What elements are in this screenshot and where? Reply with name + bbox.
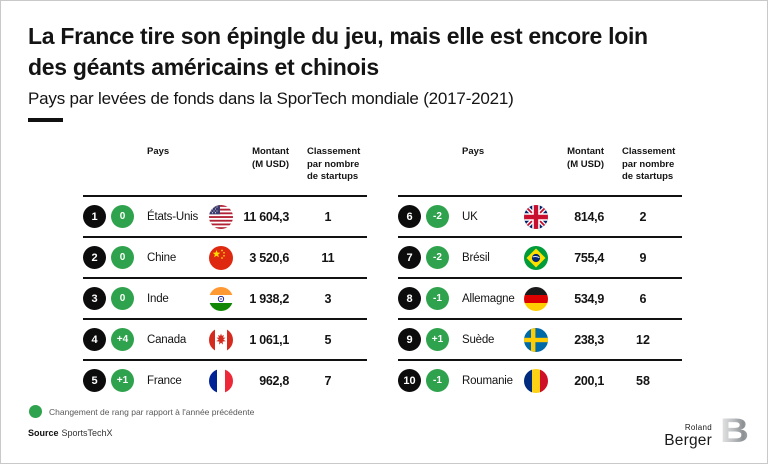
column-header-montant: Montant (M USD) xyxy=(252,146,289,170)
startup-rank-value: 11 xyxy=(321,250,335,265)
source-word: Source xyxy=(28,428,59,438)
rank-change-badge: -2 xyxy=(426,205,449,228)
column-header-classement: Classement par nombre de startups xyxy=(307,146,361,182)
ranking-table-6-10: Pays Montant (M USD) Classement par nomb… xyxy=(398,146,682,400)
legend: Changement de rang par rapport à l'année… xyxy=(29,405,254,418)
rank-change-badge: +1 xyxy=(111,369,134,392)
country-label: Chine xyxy=(147,251,177,264)
rank-badge: 4 xyxy=(83,328,106,351)
logo-text-roland: Roland xyxy=(684,422,712,432)
table-row: 6 -2 UK 814,6 2 xyxy=(398,197,682,236)
table-header: Pays Montant (M USD) Classement par nomb… xyxy=(83,146,367,195)
rank-badge: 3 xyxy=(83,287,106,310)
startup-rank-value: 6 xyxy=(639,291,647,306)
startup-rank-value: 3 xyxy=(324,291,332,306)
page-subtitle: Pays par levées de fonds dans la SporTec… xyxy=(28,89,514,108)
us-flag-icon xyxy=(209,204,233,229)
table-row: 9 +1 Suède 238,3 12 xyxy=(398,318,682,359)
column-header-pays: Pays xyxy=(462,146,485,157)
svg-text:B: B xyxy=(720,414,749,445)
rank-change-badge: 0 xyxy=(111,287,134,310)
france-flag-icon xyxy=(209,368,233,393)
rank-badge: 9 xyxy=(398,328,421,351)
startup-rank-value: 1 xyxy=(324,209,332,224)
rank-change-badge: +1 xyxy=(426,328,449,351)
title-line-2: des géants américains et chinois xyxy=(28,54,379,80)
country-label: Allemagne xyxy=(462,292,515,305)
india-flag-icon xyxy=(209,286,233,311)
rank-change-badge: 0 xyxy=(111,246,134,269)
logo-text-berger: Berger xyxy=(664,431,712,449)
country-label: UK xyxy=(462,210,478,223)
uk-flag-icon xyxy=(524,204,548,229)
amount-value: 755,4 xyxy=(574,250,604,265)
country-label: Canada xyxy=(147,333,187,346)
startup-rank-value: 58 xyxy=(636,373,650,388)
table-row: 5 +1 France 962,8 7 xyxy=(83,359,367,400)
source-value: SportsTechX xyxy=(61,428,113,438)
amount-value: 814,6 xyxy=(574,209,604,224)
column-header-classement: Classement par nombre de startups xyxy=(622,146,676,182)
amount-value: 1 061,1 xyxy=(249,332,289,347)
canada-flag-icon xyxy=(209,327,233,352)
table-row: 2 0 Chine 3 520,6 11 xyxy=(83,236,367,277)
rank-change-badge: 0 xyxy=(111,205,134,228)
country-label: États-Unis xyxy=(147,210,199,223)
country-label: Roumanie xyxy=(462,374,513,387)
source-note: Source SportsTechX xyxy=(28,428,113,438)
rank-change-badge: -1 xyxy=(426,369,449,392)
sweden-flag-icon xyxy=(524,327,548,352)
amount-value: 534,9 xyxy=(574,291,604,306)
legend-label: Changement de rang par rapport à l'année… xyxy=(49,406,255,417)
table-row: 1 0 États-Unis 11 604,3 1 xyxy=(83,197,367,236)
china-flag-icon xyxy=(209,245,233,270)
rank-badge: 6 xyxy=(398,205,421,228)
roland-berger-logo: Roland Berger B xyxy=(664,412,750,450)
romania-flag-icon xyxy=(524,368,548,393)
amount-value: 11 604,3 xyxy=(243,209,289,224)
rank-change-badge: -2 xyxy=(426,246,449,269)
rank-change-badge: -1 xyxy=(426,287,449,310)
column-header-montant: Montant (M USD) xyxy=(567,146,604,170)
country-label: Suède xyxy=(462,333,495,346)
rank-badge: 7 xyxy=(398,246,421,269)
table-row: 7 -2 Brésil 755,4 9 xyxy=(398,236,682,277)
page-title: La France tire son épingle du jeu, mais … xyxy=(28,21,648,83)
amount-value: 1 938,2 xyxy=(249,291,289,306)
amount-value: 238,3 xyxy=(574,332,604,347)
title-divider xyxy=(28,118,63,122)
ranking-table-1-5: Pays Montant (M USD) Classement par nomb… xyxy=(83,146,367,400)
rank-badge: 5 xyxy=(83,369,106,392)
country-label: France xyxy=(147,374,182,387)
startup-rank-value: 2 xyxy=(639,209,647,224)
green-dot-icon xyxy=(29,405,42,418)
startup-rank-value: 7 xyxy=(324,373,332,388)
amount-value: 200,1 xyxy=(574,373,604,388)
table-row: 3 0 Inde 1 938,2 3 xyxy=(83,277,367,318)
startup-rank-value: 5 xyxy=(324,332,332,347)
rank-badge: 2 xyxy=(83,246,106,269)
country-label: Inde xyxy=(147,292,169,305)
title-line-1: La France tire son épingle du jeu, mais … xyxy=(28,23,648,49)
amount-value: 962,8 xyxy=(259,373,289,388)
roland-berger-b-icon: B xyxy=(719,412,750,450)
rank-badge: 10 xyxy=(398,369,421,392)
rank-change-badge: +4 xyxy=(111,328,134,351)
country-label: Brésil xyxy=(462,251,490,264)
germany-flag-icon xyxy=(524,286,548,311)
table-row: 4 +4 Canada 1 061,1 5 xyxy=(83,318,367,359)
column-header-pays: Pays xyxy=(147,146,170,157)
table-row: 10 -1 Roumanie 200,1 58 xyxy=(398,359,682,400)
table-header: Pays Montant (M USD) Classement par nomb… xyxy=(398,146,682,195)
amount-value: 3 520,6 xyxy=(249,250,289,265)
brazil-flag-icon xyxy=(524,245,548,270)
table-row: 8 -1 Allemagne 534,9 6 xyxy=(398,277,682,318)
rank-badge: 1 xyxy=(83,205,106,228)
rank-badge: 8 xyxy=(398,287,421,310)
startup-rank-value: 12 xyxy=(636,332,650,347)
startup-rank-value: 9 xyxy=(639,250,647,265)
